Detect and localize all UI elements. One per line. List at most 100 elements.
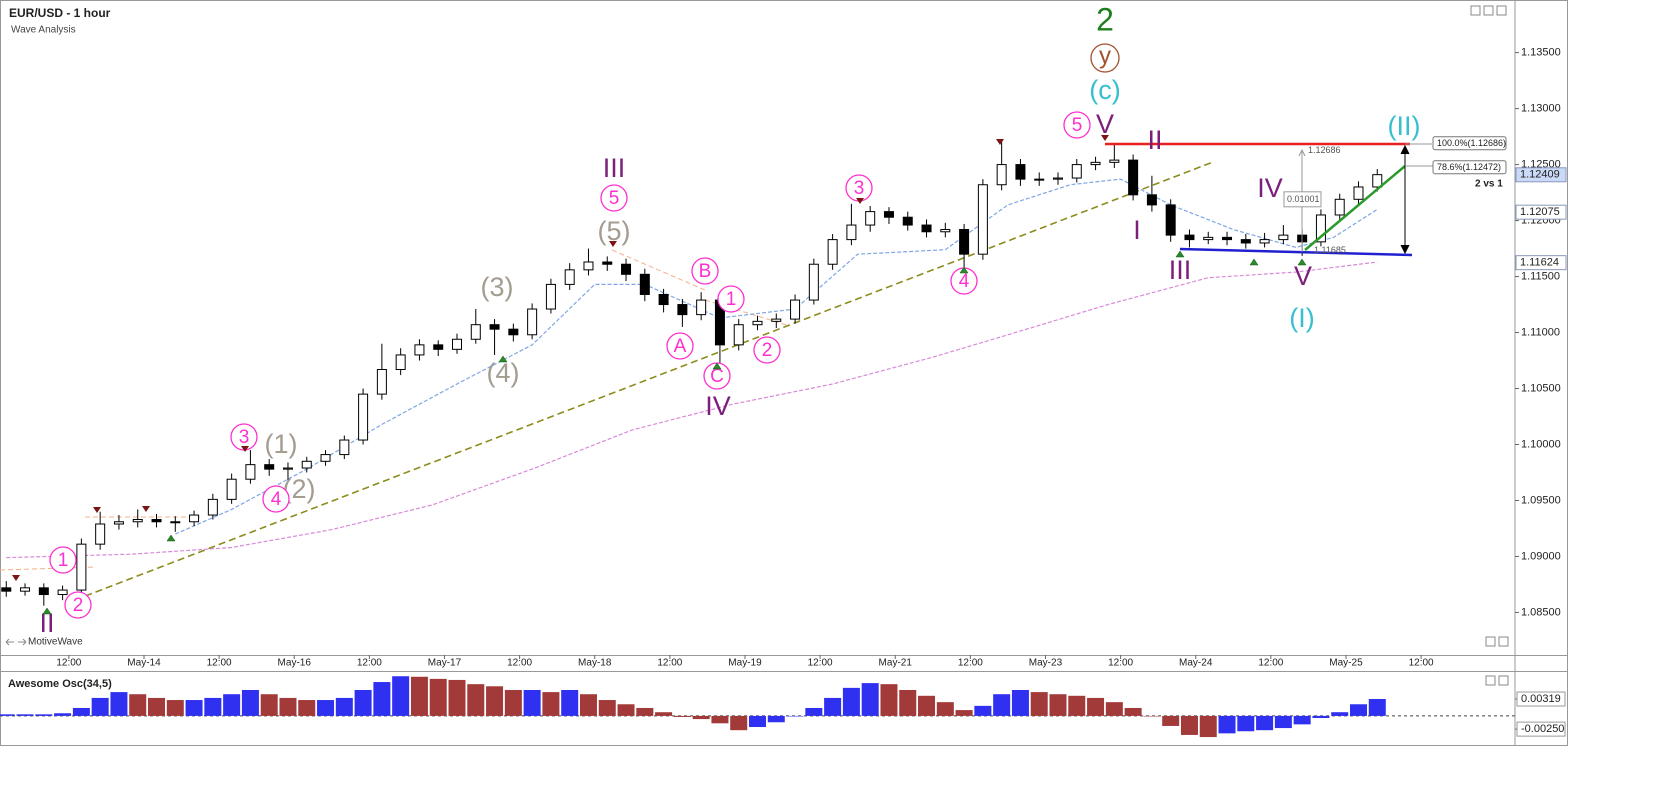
osc-bar — [1049, 694, 1067, 716]
chart-title: EUR/USD - 1 hour — [9, 6, 111, 20]
candle-body — [414, 344, 425, 356]
candle-body — [771, 318, 782, 322]
wave-label: A — [674, 336, 687, 357]
x-tick-label: May-21 — [879, 658, 913, 669]
osc-bar — [504, 689, 522, 716]
osc-bar — [1368, 698, 1386, 716]
candle-body — [395, 354, 406, 370]
candle-body — [508, 328, 519, 336]
x-tick-label: 12:00 — [56, 658, 81, 669]
osc-bar — [899, 689, 917, 716]
osc-bar — [1237, 715, 1255, 732]
osc-bar — [993, 694, 1011, 716]
osc-bar — [1218, 715, 1236, 734]
osc-bar — [1105, 702, 1123, 716]
candle-body — [733, 324, 744, 346]
fractal-high — [609, 241, 617, 247]
osc-bar — [1199, 715, 1217, 738]
x-tick-label: May-23 — [1029, 658, 1063, 669]
wave-label: IV — [705, 391, 731, 421]
osc-bar — [1087, 697, 1105, 716]
candle-body — [602, 261, 613, 265]
osc-bar — [1143, 715, 1161, 717]
wave-label: (I) — [1289, 303, 1314, 333]
candle-body — [113, 521, 124, 525]
candle-body — [696, 299, 707, 316]
osc-bar — [936, 702, 954, 716]
osc-bar — [711, 715, 729, 724]
candle-body — [470, 324, 481, 340]
fib-label: 100.0%(1.12686) — [1437, 138, 1506, 148]
candle-body — [1128, 159, 1139, 196]
osc-bar — [279, 697, 297, 716]
candle-body — [583, 261, 594, 271]
wave-label: 1 — [58, 550, 69, 571]
candle-body — [677, 304, 688, 316]
y-tick-label: 1.11500 — [1521, 270, 1560, 282]
candle-body — [940, 229, 951, 233]
candle-body — [320, 454, 331, 462]
osc-bar — [72, 707, 90, 716]
osc-bar — [655, 712, 673, 716]
candle-body — [1372, 174, 1383, 188]
x-tick-label: 12:00 — [507, 658, 532, 669]
candle-body — [1278, 234, 1289, 241]
wave-labels: 2 V II (II) III (5) (3) (4) IV I III IV … — [39, 1, 1420, 638]
wave-label: (1) — [265, 429, 298, 459]
fractal-low — [42, 607, 52, 615]
candle-body — [1165, 204, 1176, 236]
price-tag — [1515, 204, 1567, 220]
osc-bar — [880, 684, 898, 716]
candle-body — [1259, 239, 1270, 244]
wave-label: II — [1147, 125, 1162, 155]
y-tick-label: 1.13500 — [1521, 47, 1561, 59]
osc-bar — [749, 715, 766, 728]
x-tick-label: 12:00 — [1108, 658, 1133, 669]
fib-label: 78.6%(1.12472) — [1437, 162, 1501, 172]
frame — [0, 0, 1568, 746]
candle-body — [621, 263, 632, 275]
candle-body — [57, 589, 68, 596]
wave-label: III — [1169, 255, 1192, 285]
candle-body — [489, 324, 500, 330]
osc-bar — [561, 689, 579, 716]
wave-label: (II) — [1388, 111, 1421, 141]
candle-body — [226, 478, 237, 500]
chart-subtitle: Wave Analysis — [11, 25, 76, 36]
fractal-low — [166, 534, 176, 542]
osc-bar — [16, 714, 34, 716]
osc-bar — [223, 694, 241, 716]
y-tick-label: 0.00319 — [1521, 693, 1561, 705]
osc-bar — [955, 710, 973, 716]
candle-body — [1315, 214, 1326, 243]
osc-bar — [448, 679, 466, 716]
osc-bar — [354, 689, 372, 716]
candle-body — [1222, 236, 1233, 241]
osc-bar — [429, 678, 447, 716]
candle-body — [433, 344, 444, 350]
candle-body — [1, 587, 12, 592]
x-tick-label: 12:00 — [657, 658, 682, 669]
y-tick-label: -0.00250 — [1521, 723, 1564, 735]
label-ring — [600, 184, 628, 212]
tick-box — [1516, 691, 1566, 707]
candle-body — [1052, 177, 1063, 180]
candle-body — [1240, 239, 1251, 244]
osc-bar — [335, 697, 353, 716]
osc-bar — [579, 694, 597, 716]
osc-bar — [692, 715, 710, 720]
y-tick-label: 1.11000 — [1521, 326, 1560, 338]
watermark: MotiveWave — [28, 637, 83, 648]
osc-bar — [673, 715, 691, 717]
label-ring — [691, 257, 719, 285]
candle-body — [827, 239, 838, 265]
candle-body — [658, 293, 669, 306]
candle-body — [189, 514, 200, 523]
wave-label: 4 — [271, 489, 282, 510]
candle-body — [38, 587, 49, 596]
osc-bar — [410, 676, 428, 716]
osc-bar — [598, 700, 616, 716]
y-tick-label: 1.08500 — [1521, 606, 1561, 618]
fractal-high — [856, 198, 864, 204]
